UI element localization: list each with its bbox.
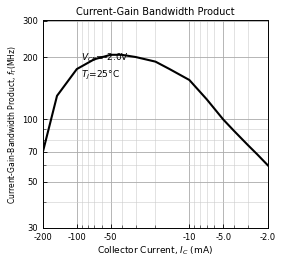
Y-axis label: Current-Gain-Bandwidth Product, $f_T$(MHz): Current-Gain-Bandwidth Product, $f_T$(MH… [7,45,20,204]
Title: Current-Gain Bandwidth Product: Current-Gain Bandwidth Product [76,7,235,17]
X-axis label: Collector Current, $I_C$ (mA): Collector Current, $I_C$ (mA) [97,244,213,257]
Text: $V_{CE}$=-2.0V
$T_J$=25°C: $V_{CE}$=-2.0V $T_J$=25°C [81,52,129,82]
